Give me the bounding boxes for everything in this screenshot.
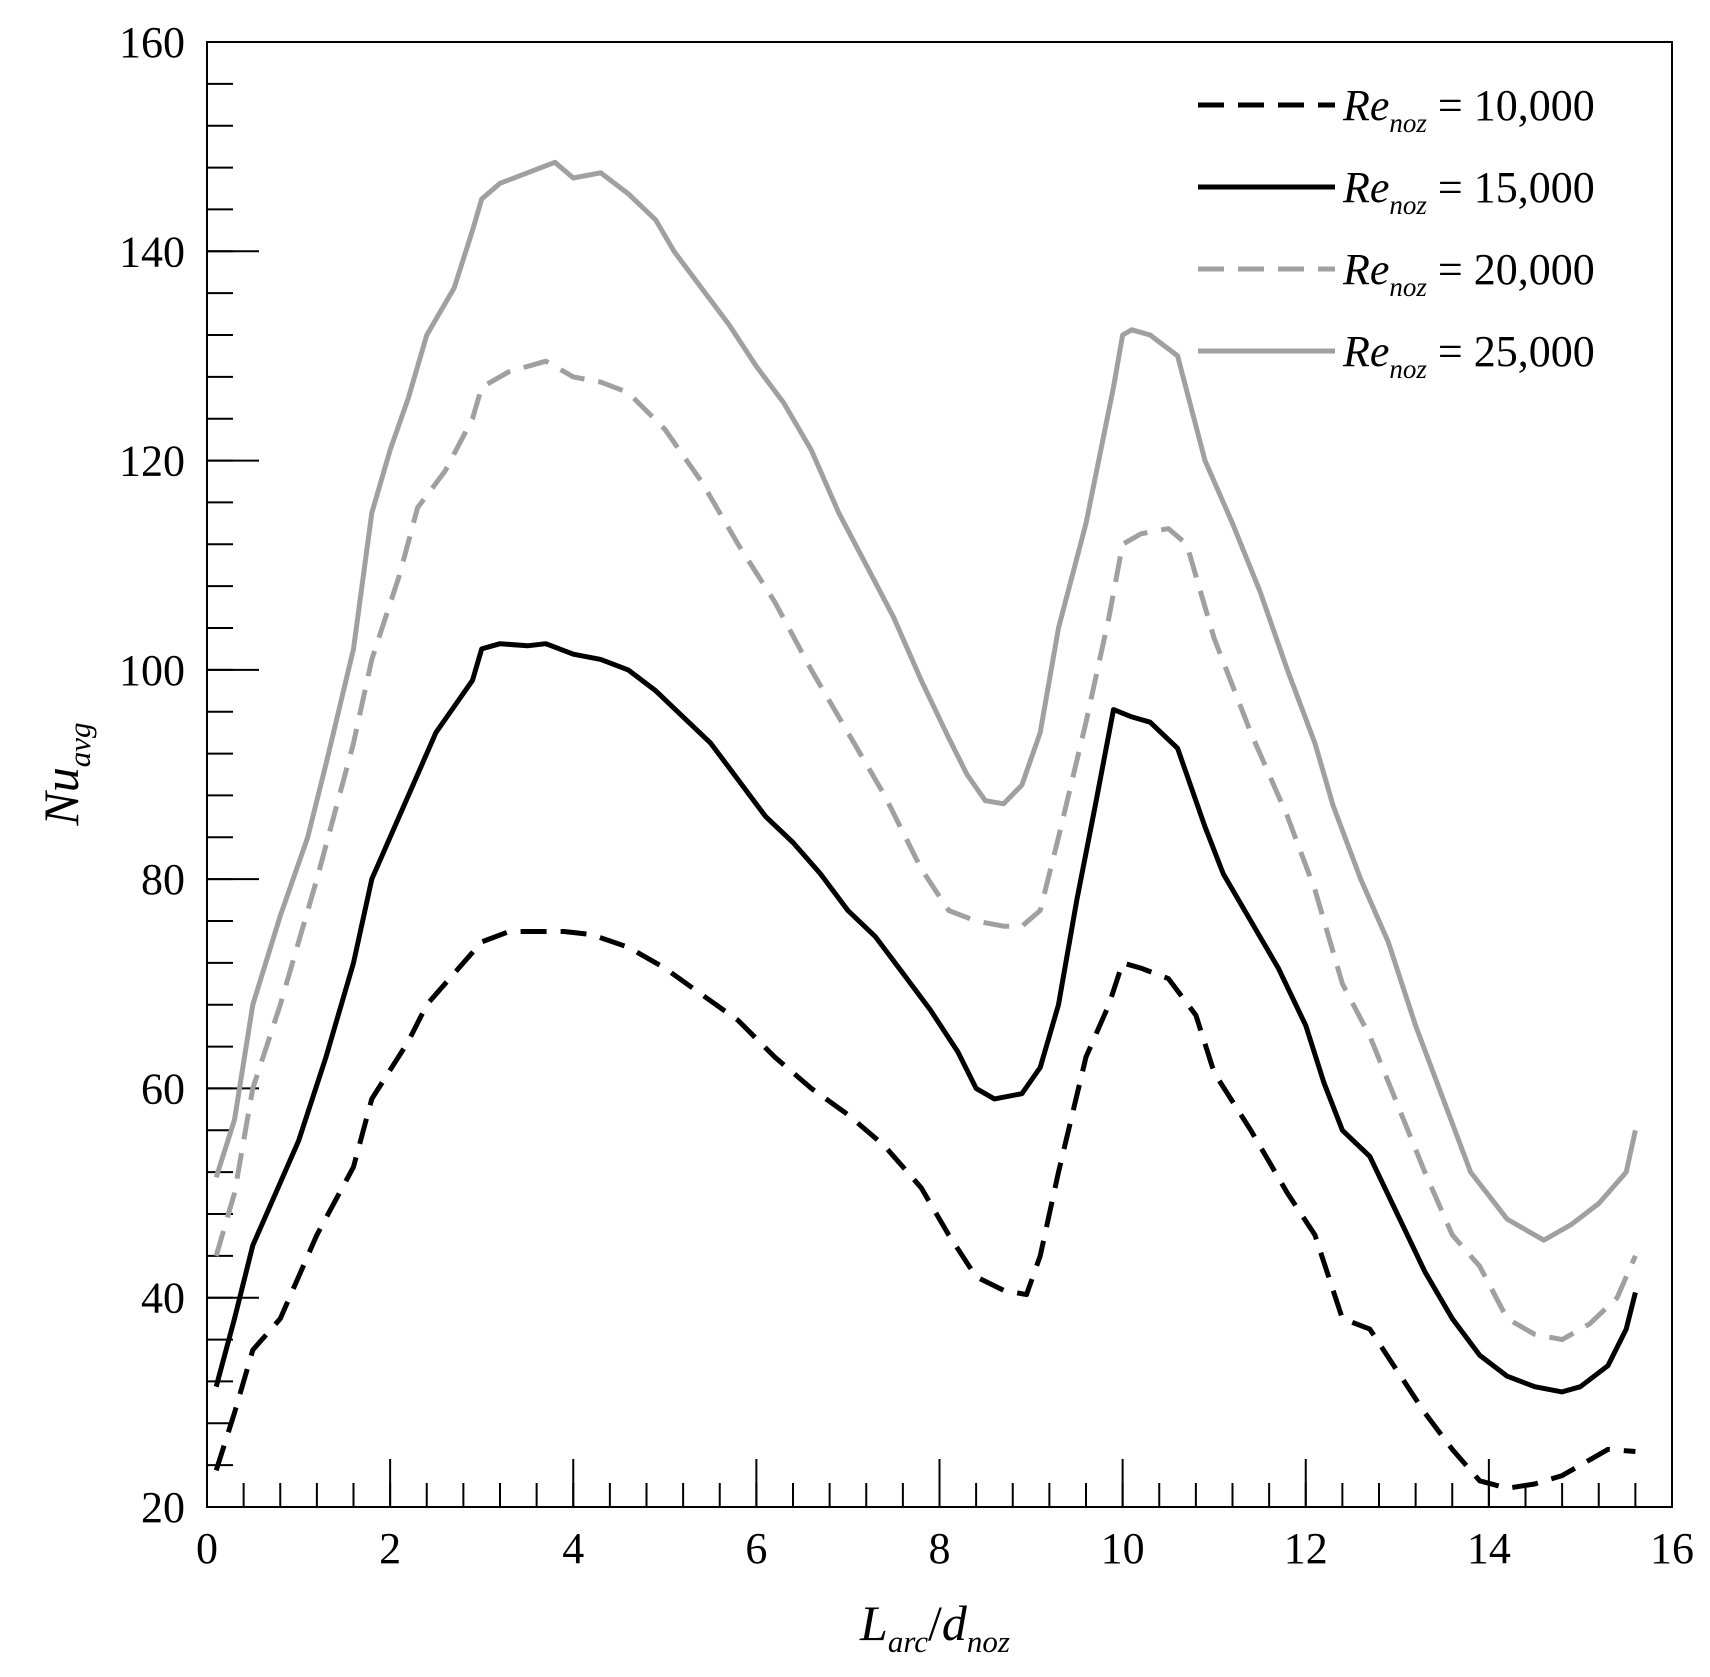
y-axis-label-main: Nu <box>33 767 89 826</box>
y-tick-label: 20 <box>141 1483 185 1532</box>
y-tick-label: 60 <box>141 1064 185 1113</box>
y-tick-label: 140 <box>119 227 185 276</box>
x-tick-label: 10 <box>1101 1524 1145 1573</box>
y-tick-label: 100 <box>119 646 185 695</box>
major-ticks <box>206 41 1673 1508</box>
legend-label-sub: noz <box>1389 272 1427 302</box>
x-tick-label: 16 <box>1650 1524 1694 1573</box>
legend-label-4: Renoz = 25,000 <box>1342 327 1595 384</box>
x-tick-label: 12 <box>1284 1524 1328 1573</box>
x-axis-label-main: L <box>859 1595 888 1651</box>
y-tick-label: 160 <box>119 18 185 67</box>
y-axis-label-sub: avg <box>62 722 97 767</box>
series-lines <box>213 159 1638 1491</box>
series-line-4 <box>213 159 1638 1243</box>
legend-label-value: = 20,000 <box>1427 245 1595 294</box>
x-tick-label: 14 <box>1467 1524 1511 1573</box>
x-axis-label-second-sub: noz <box>967 1624 1010 1659</box>
legend-label-2: Renoz = 15,000 <box>1342 163 1595 220</box>
legend-label-sub: noz <box>1389 190 1427 220</box>
y-tick-label: 40 <box>141 1274 185 1323</box>
legend-label-main: Re <box>1342 327 1389 376</box>
legend-label-value: = 25,000 <box>1427 327 1595 376</box>
legend-label-value: = 15,000 <box>1427 163 1595 212</box>
legend-label-3: Renoz = 20,000 <box>1342 245 1595 302</box>
x-tick-label: 0 <box>196 1524 218 1573</box>
legend-label-sub: noz <box>1389 108 1427 138</box>
legend-label-value: = 10,000 <box>1427 81 1595 130</box>
x-axis-label-main-sub: arc <box>888 1624 928 1659</box>
x-tick-label: 2 <box>379 1524 401 1573</box>
x-tick-labels: 0 2 4 6 8 10 12 14 16 <box>196 1524 1694 1573</box>
x-tick-label: 6 <box>745 1524 767 1573</box>
x-tick-label: 4 <box>562 1524 584 1573</box>
x-axis-label-second: d <box>942 1595 968 1651</box>
y-tick-label: 120 <box>119 437 185 486</box>
y-tick-labels: 20 40 60 80 100 120 140 160 <box>119 18 185 1532</box>
legend-label-sub: noz <box>1389 354 1427 384</box>
x-axis-label: Larc/dnoz <box>859 1595 1010 1659</box>
x-axis-label-sep: / <box>928 1595 942 1651</box>
x-tick-label: 8 <box>929 1524 951 1573</box>
minor-ticks <box>206 41 1673 1508</box>
y-axis-label: Nuavg <box>33 722 97 826</box>
legend-label-main: Re <box>1342 245 1389 294</box>
legend-label-main: Re <box>1342 163 1389 212</box>
series-line-1 <box>213 929 1636 1491</box>
legend-label-main: Re <box>1342 81 1389 130</box>
legend-label-1: Renoz = 10,000 <box>1342 81 1595 138</box>
series-line-2 <box>213 641 1638 1395</box>
series-line-3 <box>213 358 1638 1343</box>
y-tick-label: 80 <box>141 855 185 904</box>
